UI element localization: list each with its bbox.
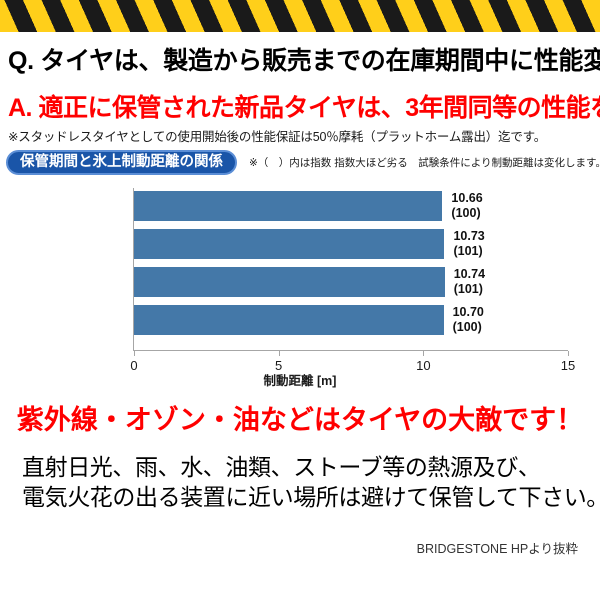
chart-x-tick-label: 10 [416,358,431,373]
chart-value-number: 10.70 [452,305,484,319]
question-text: Q. タイヤは、製造から販売までの在庫期間中に性能変化するの？ [8,47,600,75]
chart-value-label: 10.66 (100) [451,191,521,221]
chart-x-tick-label: 5 [275,358,283,373]
chart-bar [134,229,445,259]
chart-value-number: 10.66 [451,191,483,205]
answer-text: A. 適正に保管された新品タイヤは、3年間同等の性能を保ちます。 [8,94,600,122]
chart-value-index: (100) [451,206,481,220]
hazard-stripe-top [0,0,600,32]
warning-text: 紫外線・オゾン・油などはタイヤの大敵です！ [16,405,584,435]
chart-x-tick [568,351,569,356]
chart-value-label: 10.73 (101) [453,229,523,259]
chart-bar-row: 試験実施年度製造品 （ 2007 年製 ） 10.66 (100) [134,191,483,221]
chart-title-pill: 保管期間と氷上制動距離の関係 [6,149,237,175]
chart-bar-row: 試験時１年保管品 （ 2006 年製 ） 10.73 (101) [134,229,485,259]
chart-header: 保管期間と氷上制動距離の関係 ※（ ）内は指数 指数大ほど劣る 試験条件により制… [6,149,600,175]
chart-plot-area: 試験実施年度製造品 （ 2007 年製 ） 10.66 (100) 試験時１年保… [130,188,575,373]
chart-bar [134,191,443,221]
advice-line-1: 直射日光、雨、水、油類、ストーブ等の熱源及び、 [22,454,541,480]
chart-value-number: 10.74 [453,267,486,281]
advice-text: 直射日光、雨、水、油類、ストーブ等の熱源及び、 電気火花の出る装置に近い場所は避… [22,452,600,512]
chart-value-index: (101) [453,244,483,258]
chart-bar-row: 試験時２年保管品 （ 2005 年製 ） 10.74 (101) [134,267,485,297]
footnote-text: ※スタッドレスタイヤとしての使用開始後の性能保証は50％摩耗（プラットホーム露出… [8,130,547,144]
advice-line-2: 電気火花の出る装置に近い場所は避けて保管して下さい。 [22,484,600,510]
chart-axis-title: 制動距離 [m] [263,374,337,388]
chart-bar [134,267,445,297]
chart-value-number: 10.73 [453,229,485,243]
chart-value-label: 10.70 (100) [453,305,523,335]
chart-value-index: (101) [453,282,483,296]
chart-bar-row: 試験時３年保管品 （ 2004 年製 ） 10.70 (100) [134,305,484,335]
chart-value-label: 10.74 (101) [454,267,524,297]
chart-value-index: (100) [452,320,482,334]
chart-bar [134,305,444,335]
bar-chart: 試験実施年度製造品 （ 2007 年製 ） 10.66 (100) 試験時１年保… [0,180,600,392]
chart-x-tick-label: 0 [130,358,138,373]
chart-x-tick [134,351,135,356]
chart-x-tick-label: 15 [560,358,576,373]
chart-x-tick [278,351,280,356]
source-credit: BRIDGESTONE HPより抜粋 [416,542,578,556]
chart-note: ※（ ）内は指数 指数大ほど劣る 試験条件により制動距離は変化します。 [249,156,600,169]
chart-x-tick [423,351,425,356]
